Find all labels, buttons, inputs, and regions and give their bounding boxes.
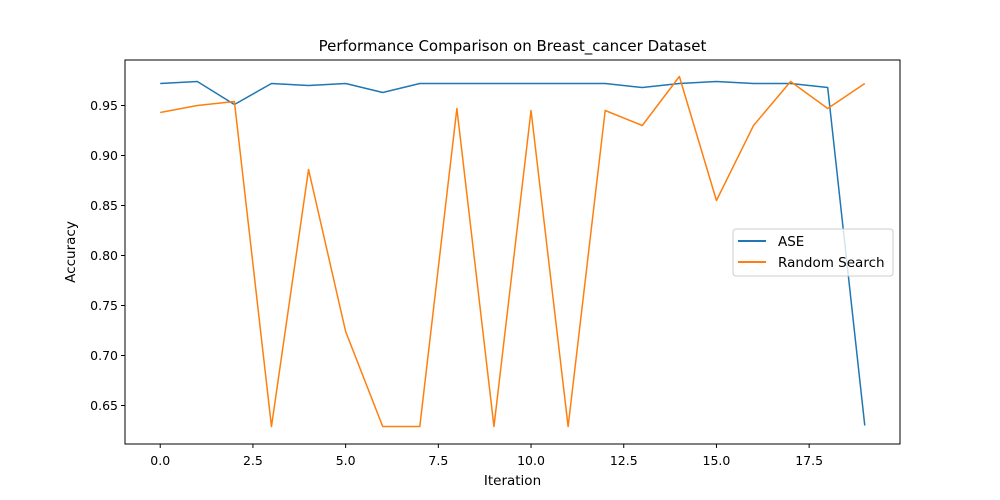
y-axis-label: Accuracy — [63, 221, 79, 283]
legend-frame — [732, 228, 894, 277]
y-axis: 0.65 0.70 0.75 0.80 0.85 0.90 0.95 — [90, 98, 125, 413]
x-tick-label: 5.0 — [336, 453, 356, 468]
y-tick-label: 0.70 — [90, 348, 118, 363]
series-line-ase — [160, 80, 866, 426]
x-axis: 0.0 2.5 5.0 7.5 10.0 12.5 15.0 17.5 — [150, 444, 823, 468]
legend-label-ase: ASE — [778, 234, 804, 250]
x-tick-label: 7.5 — [428, 453, 448, 468]
x-axis-label: Iteration — [484, 473, 541, 489]
series-line-random-search — [160, 75, 866, 428]
y-tick-label: 0.85 — [90, 198, 118, 213]
chart-title: Performance Comparison on Breast_cancer … — [319, 37, 707, 56]
y-tick-label: 0.75 — [90, 298, 118, 313]
series-layer — [160, 75, 866, 428]
x-tick-label: 12.5 — [610, 453, 638, 468]
y-tick-label: 0.95 — [90, 98, 118, 113]
y-tick-label: 0.90 — [90, 148, 118, 163]
x-tick-label: 15.0 — [703, 453, 731, 468]
legend: ASE Random Search — [732, 228, 894, 277]
legend-label-random-search: Random Search — [778, 255, 885, 271]
x-tick-label: 0.0 — [150, 453, 170, 468]
x-tick-label: 17.5 — [795, 453, 823, 468]
y-tick-label: 0.65 — [90, 398, 118, 413]
x-tick-label: 2.5 — [243, 453, 263, 468]
x-tick-label: 10.0 — [517, 453, 545, 468]
y-tick-label: 0.80 — [90, 248, 118, 263]
plot-frame — [124, 59, 901, 445]
